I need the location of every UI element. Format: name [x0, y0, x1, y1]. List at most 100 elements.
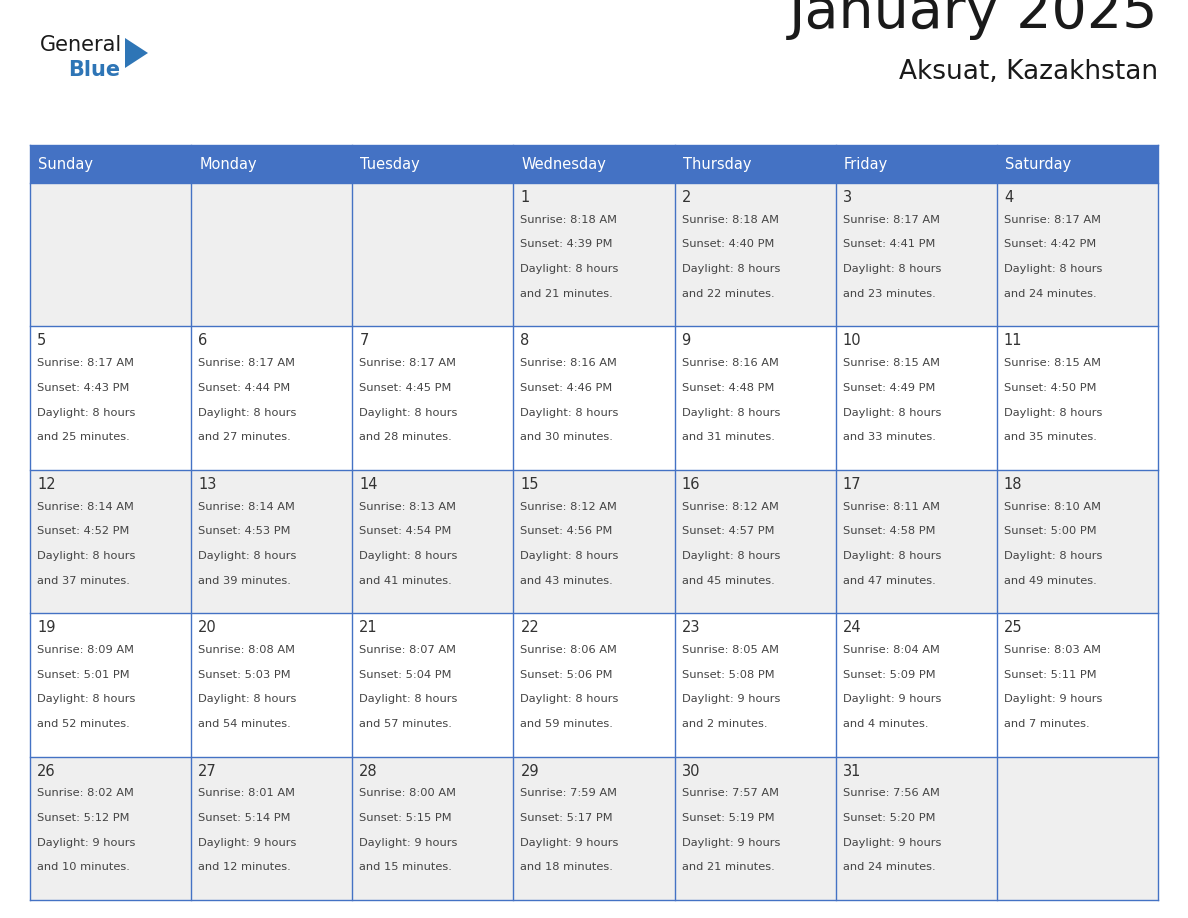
- Bar: [191, 613, 353, 756]
- Bar: [835, 145, 997, 183]
- Text: 22: 22: [520, 621, 539, 635]
- Text: Daylight: 8 hours: Daylight: 8 hours: [37, 408, 135, 418]
- Text: Monday: Monday: [200, 156, 257, 172]
- Text: Sunset: 4:45 PM: Sunset: 4:45 PM: [359, 383, 451, 393]
- Bar: [675, 470, 835, 613]
- Text: Sunrise: 8:15 AM: Sunrise: 8:15 AM: [842, 358, 940, 368]
- Text: Sunset: 5:15 PM: Sunset: 5:15 PM: [359, 813, 451, 823]
- Text: 8: 8: [520, 333, 530, 349]
- Text: and 47 minutes.: and 47 minutes.: [842, 576, 935, 586]
- Text: and 43 minutes.: and 43 minutes.: [520, 576, 613, 586]
- Text: Sunset: 5:20 PM: Sunset: 5:20 PM: [842, 813, 935, 823]
- Text: and 28 minutes.: and 28 minutes.: [359, 432, 453, 442]
- Text: and 10 minutes.: and 10 minutes.: [37, 863, 129, 872]
- Text: Sunrise: 8:12 AM: Sunrise: 8:12 AM: [520, 501, 618, 511]
- Bar: [191, 183, 353, 327]
- Bar: [675, 756, 835, 900]
- Text: Sunset: 4:54 PM: Sunset: 4:54 PM: [359, 526, 451, 536]
- Bar: [835, 327, 997, 470]
- Text: Daylight: 8 hours: Daylight: 8 hours: [682, 408, 781, 418]
- Text: 17: 17: [842, 476, 861, 492]
- Bar: [191, 470, 353, 613]
- Text: Sunrise: 8:07 AM: Sunrise: 8:07 AM: [359, 645, 456, 655]
- Text: and 52 minutes.: and 52 minutes.: [37, 719, 129, 729]
- Text: and 24 minutes.: and 24 minutes.: [842, 863, 935, 872]
- Text: Sunrise: 8:17 AM: Sunrise: 8:17 AM: [1004, 215, 1101, 225]
- Text: 18: 18: [1004, 476, 1023, 492]
- Text: Daylight: 8 hours: Daylight: 8 hours: [198, 408, 297, 418]
- Text: Sunset: 4:39 PM: Sunset: 4:39 PM: [520, 240, 613, 250]
- Text: Sunrise: 8:09 AM: Sunrise: 8:09 AM: [37, 645, 134, 655]
- Text: 5: 5: [37, 333, 46, 349]
- Text: 6: 6: [198, 333, 208, 349]
- Text: Sunday: Sunday: [38, 156, 93, 172]
- Text: Sunrise: 8:17 AM: Sunrise: 8:17 AM: [198, 358, 295, 368]
- Bar: [353, 756, 513, 900]
- Bar: [353, 613, 513, 756]
- Text: Daylight: 8 hours: Daylight: 8 hours: [520, 551, 619, 561]
- Text: and 37 minutes.: and 37 minutes.: [37, 576, 129, 586]
- Text: Sunset: 5:00 PM: Sunset: 5:00 PM: [1004, 526, 1097, 536]
- Text: Daylight: 8 hours: Daylight: 8 hours: [842, 264, 941, 274]
- Text: 29: 29: [520, 764, 539, 778]
- Text: Friday: Friday: [843, 156, 887, 172]
- Text: Daylight: 8 hours: Daylight: 8 hours: [37, 551, 135, 561]
- Text: and 4 minutes.: and 4 minutes.: [842, 719, 928, 729]
- Text: Sunrise: 8:16 AM: Sunrise: 8:16 AM: [520, 358, 618, 368]
- Text: General: General: [40, 35, 122, 55]
- Text: Sunset: 4:52 PM: Sunset: 4:52 PM: [37, 526, 129, 536]
- Text: 16: 16: [682, 476, 700, 492]
- Text: Sunrise: 8:05 AM: Sunrise: 8:05 AM: [682, 645, 778, 655]
- Text: Tuesday: Tuesday: [360, 156, 421, 172]
- Bar: [997, 327, 1158, 470]
- Text: Blue: Blue: [68, 60, 120, 80]
- Bar: [353, 183, 513, 327]
- Bar: [997, 145, 1158, 183]
- Text: 11: 11: [1004, 333, 1023, 349]
- Text: 19: 19: [37, 621, 56, 635]
- Text: Sunrise: 8:17 AM: Sunrise: 8:17 AM: [37, 358, 134, 368]
- Text: Sunset: 5:14 PM: Sunset: 5:14 PM: [198, 813, 291, 823]
- Text: and 21 minutes.: and 21 minutes.: [682, 863, 775, 872]
- Text: and 49 minutes.: and 49 minutes.: [1004, 576, 1097, 586]
- Text: Daylight: 9 hours: Daylight: 9 hours: [682, 694, 781, 704]
- Text: and 2 minutes.: and 2 minutes.: [682, 719, 767, 729]
- Text: Daylight: 9 hours: Daylight: 9 hours: [842, 694, 941, 704]
- Bar: [675, 613, 835, 756]
- Text: 9: 9: [682, 333, 690, 349]
- Text: Sunrise: 8:15 AM: Sunrise: 8:15 AM: [1004, 358, 1101, 368]
- Text: Sunset: 4:50 PM: Sunset: 4:50 PM: [1004, 383, 1097, 393]
- Bar: [835, 183, 997, 327]
- Text: and 31 minutes.: and 31 minutes.: [682, 432, 775, 442]
- Bar: [30, 470, 191, 613]
- Text: 3: 3: [842, 190, 852, 205]
- Text: Sunset: 5:09 PM: Sunset: 5:09 PM: [842, 669, 935, 679]
- Bar: [513, 327, 675, 470]
- Text: Sunset: 4:56 PM: Sunset: 4:56 PM: [520, 526, 613, 536]
- Text: 2: 2: [682, 190, 691, 205]
- Text: and 24 minutes.: and 24 minutes.: [1004, 289, 1097, 299]
- Text: 26: 26: [37, 764, 56, 778]
- Text: Wednesday: Wednesday: [522, 156, 606, 172]
- Text: Sunrise: 8:18 AM: Sunrise: 8:18 AM: [682, 215, 778, 225]
- Text: 30: 30: [682, 764, 700, 778]
- Text: Sunrise: 8:14 AM: Sunrise: 8:14 AM: [37, 501, 134, 511]
- Text: Daylight: 9 hours: Daylight: 9 hours: [520, 838, 619, 847]
- Text: January 2025: January 2025: [789, 0, 1158, 40]
- Text: 13: 13: [198, 476, 216, 492]
- Text: Sunset: 5:04 PM: Sunset: 5:04 PM: [359, 669, 451, 679]
- Bar: [353, 145, 513, 183]
- Text: and 30 minutes.: and 30 minutes.: [520, 432, 613, 442]
- Bar: [997, 756, 1158, 900]
- Text: Sunset: 4:41 PM: Sunset: 4:41 PM: [842, 240, 935, 250]
- Text: Sunset: 4:58 PM: Sunset: 4:58 PM: [842, 526, 935, 536]
- Bar: [835, 756, 997, 900]
- Text: Daylight: 9 hours: Daylight: 9 hours: [682, 838, 781, 847]
- Text: and 23 minutes.: and 23 minutes.: [842, 289, 935, 299]
- Bar: [30, 327, 191, 470]
- Text: and 57 minutes.: and 57 minutes.: [359, 719, 453, 729]
- Bar: [191, 756, 353, 900]
- Text: Sunset: 5:06 PM: Sunset: 5:06 PM: [520, 669, 613, 679]
- Text: Sunrise: 8:17 AM: Sunrise: 8:17 AM: [359, 358, 456, 368]
- Text: Daylight: 8 hours: Daylight: 8 hours: [682, 551, 781, 561]
